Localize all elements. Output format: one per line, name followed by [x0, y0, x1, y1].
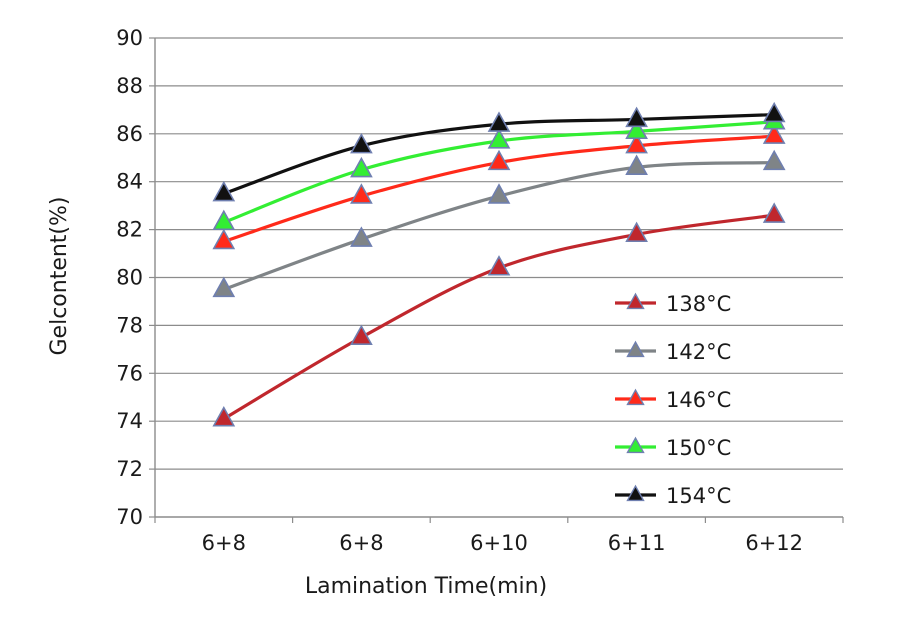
legend-label: 142°C — [666, 340, 731, 364]
x-tick-label: 6+8 — [202, 531, 246, 555]
y-tick-label: 82 — [116, 218, 143, 242]
x-axis-title: Lamination Time(min) — [305, 574, 547, 599]
data-point-marker — [762, 123, 786, 144]
data-point-marker — [212, 209, 236, 231]
data-point-marker — [625, 118, 648, 140]
data-point-marker — [350, 132, 373, 154]
series-146°C — [212, 123, 786, 250]
y-tick-label: 74 — [116, 409, 143, 433]
legend-label: 150°C — [666, 436, 731, 460]
legend-entry: 146°C — [615, 388, 731, 412]
data-point-marker — [625, 132, 648, 154]
y-tick-label: 90 — [116, 26, 143, 50]
y-axis-title: Gelcontent(%) — [47, 197, 72, 356]
y-tick-label: 84 — [116, 170, 143, 194]
legend-entry: 154°C — [615, 484, 731, 508]
data-point-marker — [487, 128, 511, 149]
data-point-marker — [487, 183, 511, 204]
y-tick-label: 78 — [116, 313, 143, 337]
series-154°C — [212, 101, 786, 202]
x-tick-label: 6+11 — [608, 531, 666, 555]
legend-marker — [626, 388, 645, 406]
y-tick-label: 80 — [116, 266, 143, 290]
series-lines — [212, 101, 786, 427]
data-point-marker — [350, 183, 373, 204]
series-142°C — [212, 149, 786, 298]
y-tick-label: 70 — [116, 505, 143, 529]
legend-marker — [626, 292, 645, 310]
data-point-marker — [350, 226, 373, 247]
data-point-marker — [212, 405, 236, 427]
x-tick-label: 6+8 — [339, 531, 383, 555]
data-point-marker — [487, 111, 511, 132]
legend-label: 138°C — [666, 292, 731, 316]
x-tick-label: 6+10 — [470, 531, 528, 555]
data-point-marker — [350, 324, 373, 346]
series-138°C — [212, 202, 786, 427]
data-point-marker — [762, 149, 786, 171]
data-point-marker — [487, 149, 511, 171]
data-point-marker — [625, 221, 648, 243]
gridlines — [155, 37, 843, 470]
legend-entry: 138°C — [615, 292, 731, 316]
data-point-marker — [625, 154, 648, 175]
data-point-marker — [212, 276, 236, 298]
axes: 70 72 74 76 78 80 82 84 86 88 90 6+8 6+8 6+10 6+11 6+12 — [116, 26, 844, 555]
legend: 138°C 142°C 146°C 150°C 154°C — [615, 292, 731, 508]
legend-entry: 150°C — [615, 436, 731, 460]
data-point-marker — [212, 228, 236, 250]
y-tick-label: 86 — [116, 122, 143, 146]
data-point-marker — [487, 255, 511, 276]
data-point-marker — [350, 156, 373, 178]
legend-entry: 142°C — [615, 340, 731, 364]
data-point-marker — [212, 180, 236, 202]
data-point-marker — [625, 106, 648, 128]
legend-marker — [626, 340, 645, 358]
y-tick-label: 72 — [116, 457, 143, 481]
legend-label: 146°C — [666, 388, 731, 412]
y-tick-label: 88 — [116, 74, 143, 98]
data-point-marker — [762, 202, 786, 223]
legend-marker — [626, 436, 645, 454]
x-tick-label: 6+12 — [745, 531, 803, 555]
y-tick-label: 76 — [116, 361, 143, 385]
legend-label: 154°C — [666, 484, 731, 508]
data-point-marker — [762, 101, 786, 123]
legend-marker — [626, 484, 645, 502]
